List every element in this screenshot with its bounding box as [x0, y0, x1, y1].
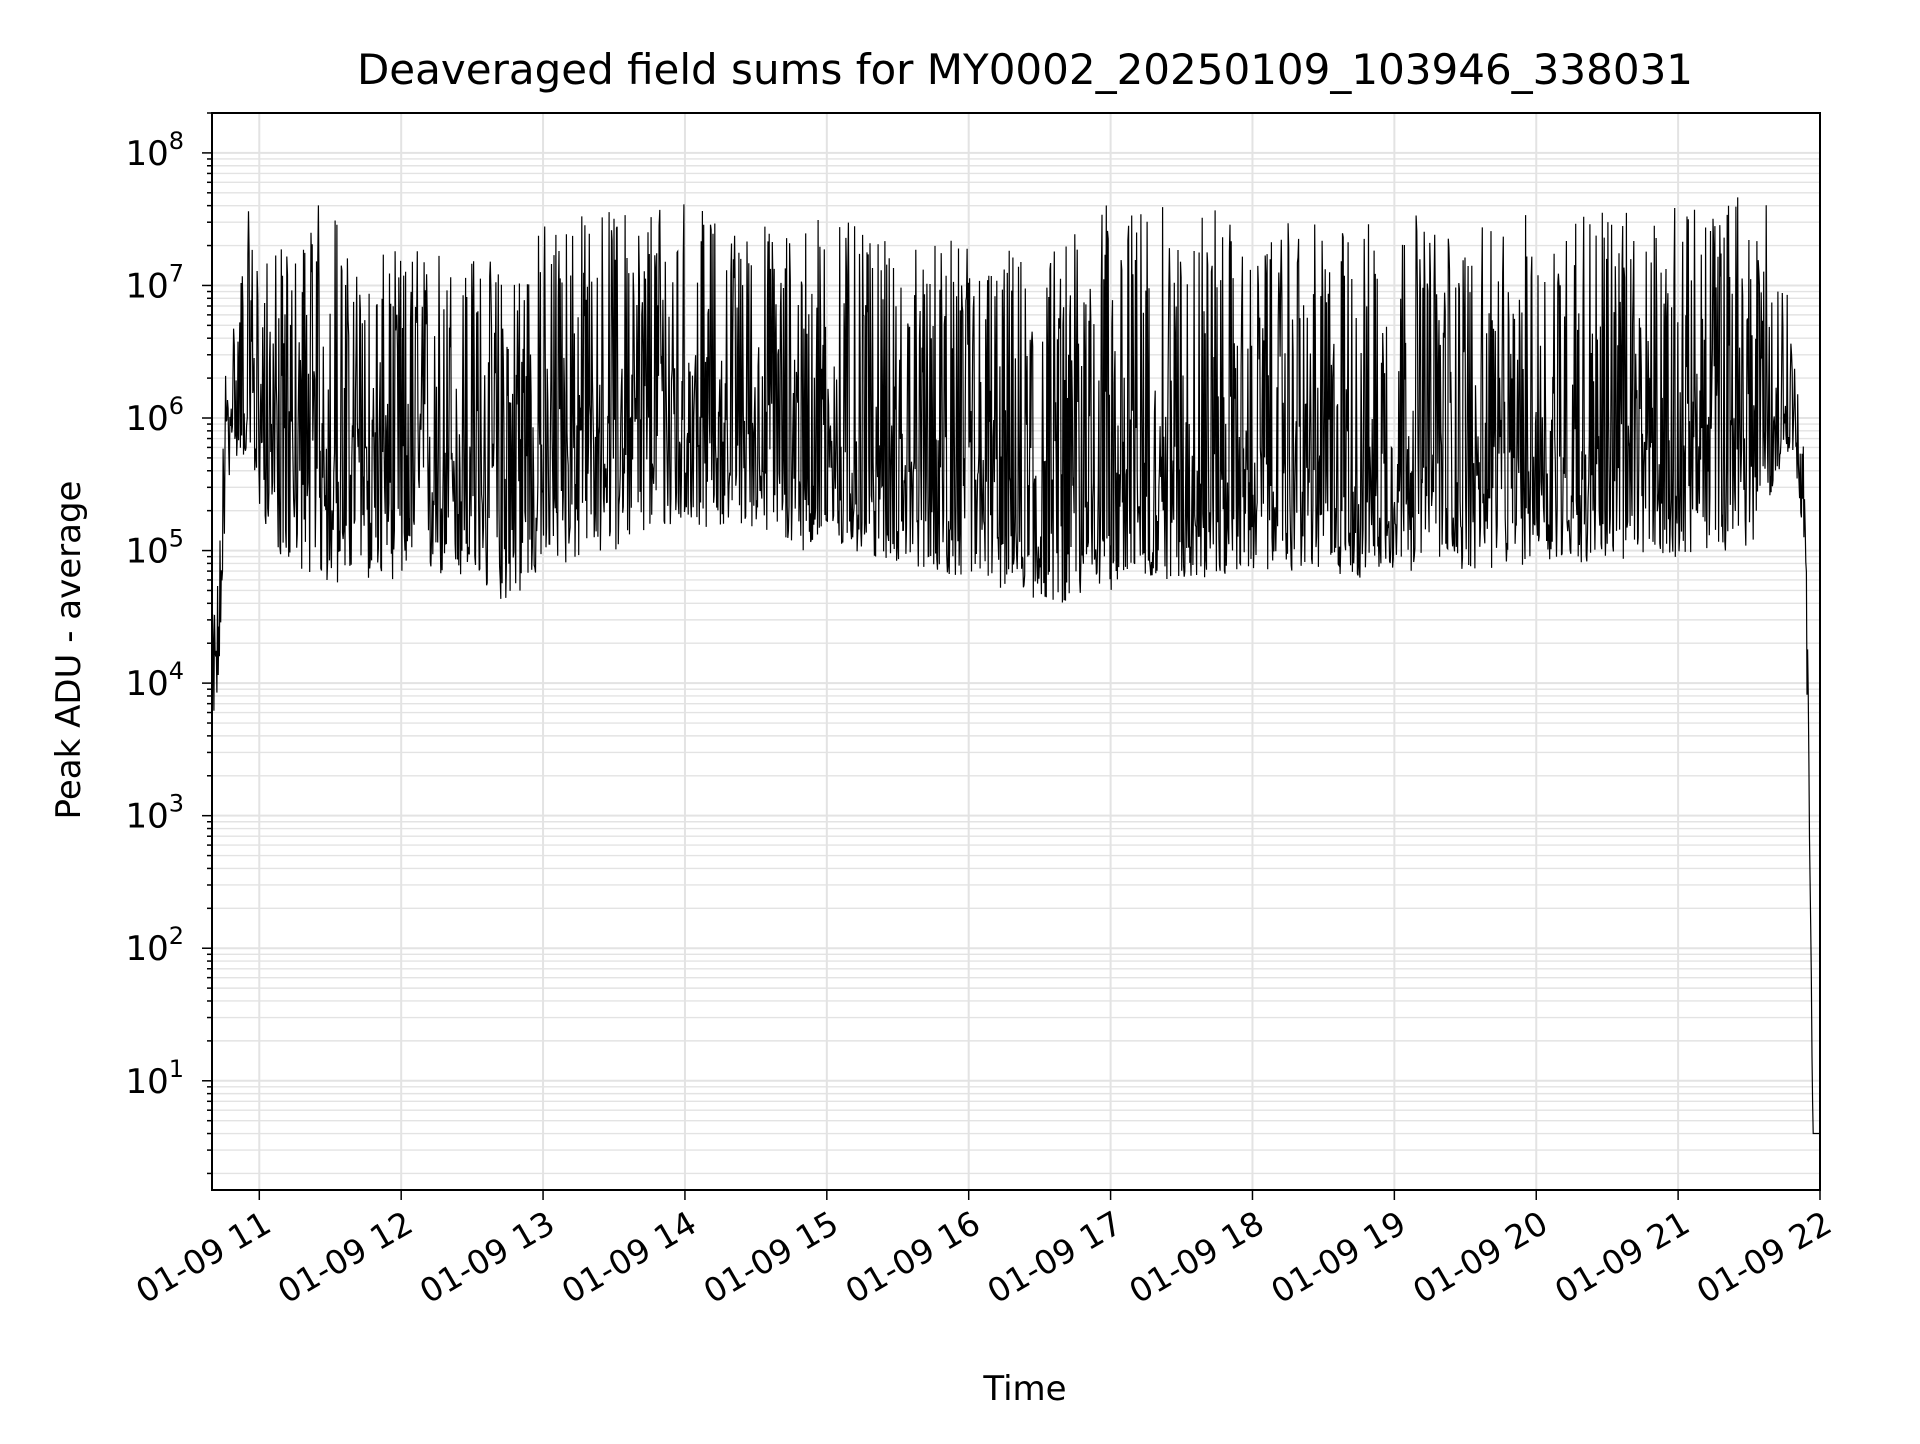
y-tick-base: 10 — [125, 929, 168, 969]
y-tick-label: 103 — [125, 790, 184, 837]
y-tick-label: 101 — [125, 1055, 184, 1102]
y-tick-base: 10 — [125, 532, 168, 572]
y-axis-label: Peak ADU - average — [49, 481, 89, 820]
y-tick-exponent: 8 — [169, 127, 184, 155]
y-tick-label: 104 — [125, 657, 184, 704]
y-tick-base: 10 — [125, 797, 168, 837]
y-tick-label: 105 — [125, 525, 184, 572]
y-tick-label: 108 — [125, 127, 184, 174]
x-axis-label: Time — [982, 1369, 1066, 1409]
y-tick-exponent: 1 — [169, 1055, 184, 1083]
y-tick-base: 10 — [125, 266, 168, 306]
y-tick-exponent: 3 — [169, 790, 184, 818]
y-tick-label: 106 — [125, 392, 184, 439]
y-tick-base: 10 — [125, 399, 168, 439]
y-tick-base: 10 — [125, 134, 168, 174]
y-tick-exponent: 5 — [169, 525, 184, 553]
y-tick-label: 107 — [125, 259, 184, 306]
y-tick-exponent: 2 — [169, 922, 184, 950]
chart-title: Deaveraged field sums for MY0002_2025010… — [357, 45, 1693, 94]
y-tick-exponent: 4 — [169, 657, 184, 685]
plot-frame — [211, 112, 1821, 1191]
y-tick-base: 10 — [125, 664, 168, 704]
y-tick-label: 102 — [125, 922, 184, 969]
y-tick-exponent: 6 — [169, 392, 184, 420]
series-line — [212, 197, 1820, 1135]
plot-data — [212, 197, 1820, 1135]
y-tick-base: 10 — [125, 1062, 168, 1102]
y-tick-exponent: 7 — [169, 259, 184, 287]
